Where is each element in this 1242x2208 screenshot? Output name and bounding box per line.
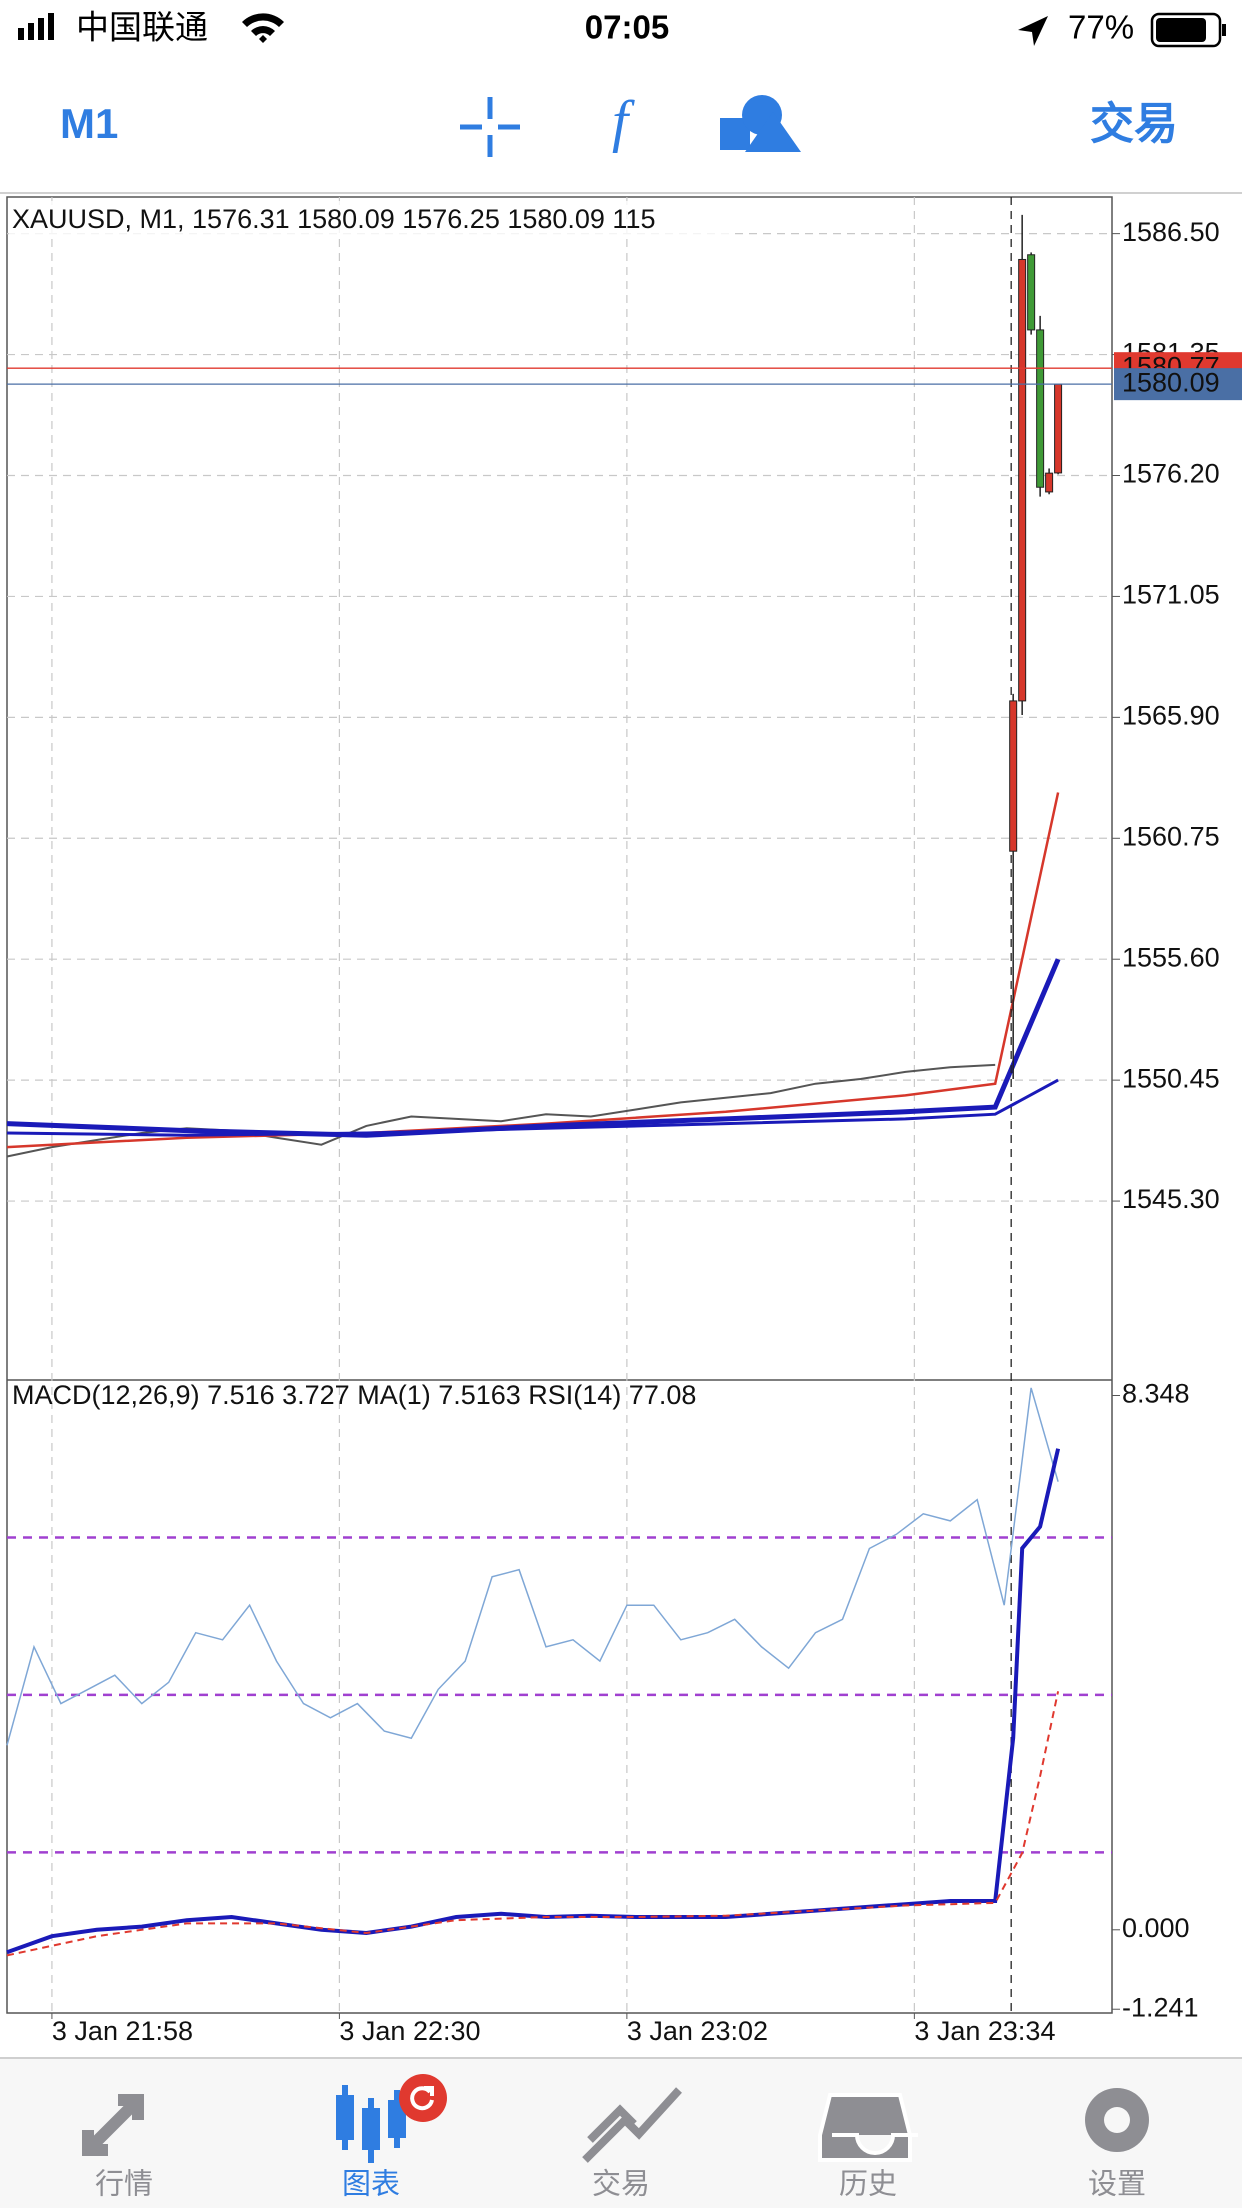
price-line: [6, 792, 1060, 1149]
tab-label[interactable]: 图表: [342, 2168, 400, 2201]
price-label: 1580.09: [1122, 367, 1220, 397]
objects-button[interactable]: [720, 95, 801, 152]
y-tick-label: 1545.30: [1122, 1184, 1220, 1214]
tab-label[interactable]: 设置: [1088, 2169, 1146, 2201]
y-tick-label: 8.348: [1122, 1379, 1190, 1409]
y-tick-label: -1.241: [1122, 1992, 1199, 2022]
y-tick-label: 1555.60: [1122, 942, 1220, 972]
tab-label[interactable]: 交易: [592, 2168, 650, 2201]
price-line: [6, 1078, 1059, 1137]
x-tick-label: 3 Jan 21:58: [52, 2016, 193, 2046]
battery-icon: [1150, 12, 1222, 48]
battery-percent: 77%: [1068, 9, 1134, 46]
candle-body: [1018, 258, 1027, 702]
candle-body: [1027, 254, 1036, 331]
candle-body: [1045, 472, 1054, 493]
battery-level: [1156, 18, 1206, 42]
tab-label[interactable]: 行情: [95, 2168, 153, 2201]
badge-icon: [410, 2086, 434, 2111]
signal-icon: [38, 18, 44, 40]
y-tick-label: 1550.45: [1122, 1063, 1220, 1093]
x-tick-label: 3 Jan 23:34: [914, 2016, 1055, 2046]
signal-icon: [18, 28, 24, 40]
indicator-line: [6, 1448, 1061, 1955]
y-tick-label: 1571.05: [1122, 580, 1220, 610]
badge: [399, 2074, 447, 2122]
tab-label[interactable]: 历史: [839, 2168, 897, 2201]
trade-button[interactable]: 交易: [1090, 100, 1178, 149]
quotes-icon: [82, 2094, 144, 2156]
candle-body: [1036, 329, 1045, 488]
price-line: [6, 958, 1061, 1138]
tab-bar: [0, 2057, 1242, 2208]
chart-icon: [336, 2085, 406, 2163]
signal-icon: [28, 23, 34, 40]
x-tick-label: 3 Jan 23:02: [627, 2016, 768, 2046]
x-tick-label: 3 Jan 22:30: [339, 2016, 480, 2046]
candle-body: [1054, 383, 1063, 474]
settings-icon-hole: [1104, 2107, 1130, 2133]
signal-icon: [48, 13, 54, 40]
toolbar: M1 f 交易: [0, 88, 1242, 194]
indicator-title: MACD(12,26,9) 7.516 3.727 MA(1) 7.5163 R…: [12, 1380, 696, 1410]
timeframe-button[interactable]: M1: [60, 100, 118, 147]
chart-title: XAUUSD, M1, 1576.31 1580.09 1576.25 1580…: [12, 204, 655, 234]
trade-icon: [582, 2087, 682, 2163]
chart-frame: [6, 196, 1113, 2014]
y-tick-label: 1560.75: [1122, 821, 1220, 851]
indicator-line: [6, 1387, 1059, 1746]
crosshair-button[interactable]: [460, 97, 520, 157]
wifi-icon: [242, 13, 284, 43]
status-bar: 中国联通 07:05 77%: [18, 9, 1226, 48]
battery-tip: [1222, 24, 1226, 36]
location-icon: [1018, 16, 1048, 46]
carrier: 中国联通: [76, 9, 208, 46]
history-icon: [818, 2093, 918, 2162]
y-tick-label: 1586.50: [1122, 217, 1220, 247]
y-tick-label: 1576.20: [1122, 459, 1220, 489]
candle-body: [1009, 700, 1018, 852]
tab-bar-bg: [0, 2058, 1242, 2208]
price-label-box: [1114, 368, 1242, 401]
clock: 07:05: [585, 9, 669, 46]
title-bg: [9, 201, 729, 237]
chart-area: 3 Jan 21:58 3 Jan 22:30 3 Jan 23:02 3 Jan 2…: [6, 196, 1242, 2046]
y-tick-label: 0.000: [1122, 1913, 1190, 1943]
y-tick-label: 1565.90: [1122, 700, 1220, 730]
